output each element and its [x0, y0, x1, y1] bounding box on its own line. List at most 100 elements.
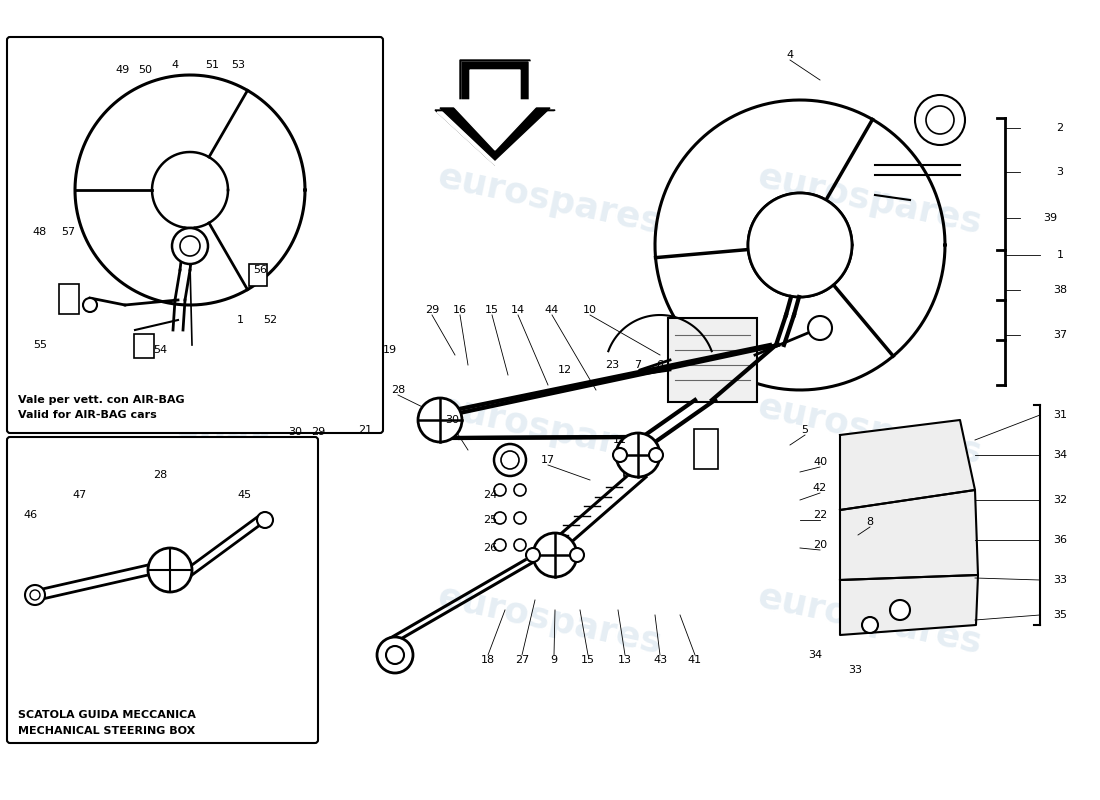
- Text: 15: 15: [485, 305, 499, 315]
- Text: 3: 3: [1056, 167, 1064, 177]
- Circle shape: [613, 448, 627, 462]
- Text: eurospares: eurospares: [85, 160, 316, 240]
- Circle shape: [514, 484, 526, 496]
- Text: 19: 19: [383, 345, 397, 355]
- Text: eurospares: eurospares: [755, 580, 986, 660]
- Text: 38: 38: [1053, 285, 1067, 295]
- Polygon shape: [434, 60, 556, 165]
- Text: 42: 42: [813, 483, 827, 493]
- Text: 50: 50: [138, 65, 152, 75]
- Text: 57: 57: [60, 227, 75, 237]
- Text: eurospares: eurospares: [755, 390, 986, 470]
- Text: 11: 11: [613, 435, 627, 445]
- Circle shape: [494, 484, 506, 496]
- Circle shape: [862, 617, 878, 633]
- FancyBboxPatch shape: [249, 264, 267, 286]
- Text: 56: 56: [253, 265, 267, 275]
- Polygon shape: [840, 490, 978, 580]
- Text: 4: 4: [786, 50, 793, 60]
- Circle shape: [180, 236, 200, 256]
- Polygon shape: [840, 575, 978, 635]
- Text: 15: 15: [581, 655, 595, 665]
- FancyBboxPatch shape: [59, 284, 79, 314]
- Text: eurospares: eurospares: [434, 580, 666, 660]
- Text: 17: 17: [541, 455, 556, 465]
- Text: 14: 14: [510, 305, 525, 315]
- Circle shape: [526, 548, 540, 562]
- FancyBboxPatch shape: [668, 318, 757, 402]
- Circle shape: [418, 398, 462, 442]
- Text: eurospares: eurospares: [434, 390, 666, 470]
- Text: 29: 29: [311, 427, 326, 437]
- Circle shape: [386, 646, 404, 664]
- Text: 9: 9: [550, 655, 558, 665]
- Text: 29: 29: [425, 305, 439, 315]
- Text: 4: 4: [172, 60, 178, 70]
- Circle shape: [82, 298, 97, 312]
- Text: 47: 47: [73, 490, 87, 500]
- Text: 6: 6: [657, 360, 663, 370]
- Text: 45: 45: [238, 490, 252, 500]
- Circle shape: [494, 539, 506, 551]
- Text: 25: 25: [483, 515, 497, 525]
- Circle shape: [926, 106, 954, 134]
- Text: 52: 52: [263, 315, 277, 325]
- Circle shape: [890, 600, 910, 620]
- FancyBboxPatch shape: [694, 429, 718, 469]
- Text: 34: 34: [807, 650, 822, 660]
- Polygon shape: [840, 420, 975, 510]
- Text: 18: 18: [481, 655, 495, 665]
- Text: 51: 51: [205, 60, 219, 70]
- Text: 23: 23: [605, 360, 619, 370]
- Text: 49: 49: [116, 65, 130, 75]
- Text: 12: 12: [558, 365, 572, 375]
- Circle shape: [257, 512, 273, 528]
- Text: 43: 43: [653, 655, 667, 665]
- Polygon shape: [440, 62, 550, 160]
- Text: 1: 1: [1056, 250, 1064, 260]
- FancyBboxPatch shape: [7, 437, 318, 743]
- Text: 28: 28: [390, 385, 405, 395]
- Text: 40: 40: [813, 457, 827, 467]
- Text: 33: 33: [1053, 575, 1067, 585]
- Circle shape: [748, 193, 852, 297]
- Text: eurospares: eurospares: [434, 160, 666, 240]
- Circle shape: [514, 512, 526, 524]
- Text: 24: 24: [483, 490, 497, 500]
- Text: 26: 26: [483, 543, 497, 553]
- Circle shape: [172, 228, 208, 264]
- Text: 44: 44: [544, 305, 559, 315]
- Circle shape: [534, 533, 578, 577]
- Circle shape: [616, 433, 660, 477]
- Text: 5: 5: [802, 425, 808, 435]
- Text: 54: 54: [153, 345, 167, 355]
- Circle shape: [30, 590, 40, 600]
- Text: 21: 21: [358, 425, 372, 435]
- Text: 30: 30: [288, 427, 302, 437]
- FancyBboxPatch shape: [134, 334, 154, 358]
- Text: 55: 55: [33, 340, 47, 350]
- Text: 32: 32: [1053, 495, 1067, 505]
- Polygon shape: [448, 70, 542, 150]
- FancyBboxPatch shape: [624, 444, 646, 476]
- Text: 20: 20: [813, 540, 827, 550]
- Circle shape: [377, 637, 412, 673]
- Text: 2: 2: [1056, 123, 1064, 133]
- Text: SCATOLA GUIDA MECCANICA: SCATOLA GUIDA MECCANICA: [18, 710, 196, 720]
- Circle shape: [649, 448, 663, 462]
- Circle shape: [570, 548, 584, 562]
- Text: 36: 36: [1053, 535, 1067, 545]
- Text: eurospares: eurospares: [755, 160, 986, 240]
- Text: 30: 30: [446, 415, 459, 425]
- Text: 22: 22: [813, 510, 827, 520]
- Text: 16: 16: [453, 305, 468, 315]
- Circle shape: [915, 95, 965, 145]
- Text: eurospares: eurospares: [85, 390, 316, 470]
- Circle shape: [500, 451, 519, 469]
- Text: 35: 35: [1053, 610, 1067, 620]
- FancyBboxPatch shape: [7, 37, 383, 433]
- Text: 8: 8: [867, 517, 873, 527]
- Text: 13: 13: [618, 655, 632, 665]
- Text: 33: 33: [848, 665, 862, 675]
- Text: Vale per vett. con AIR-BAG: Vale per vett. con AIR-BAG: [18, 395, 185, 405]
